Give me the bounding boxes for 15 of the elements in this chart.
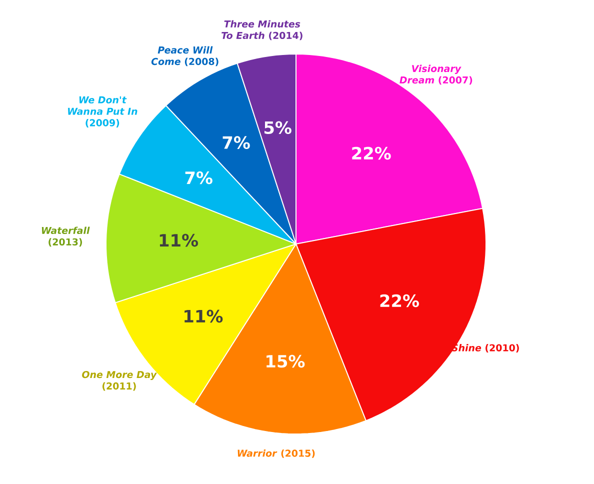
slice-label: Waterfall (2013) [42, 226, 90, 247]
data-label: 15% [266, 354, 305, 368]
data-label: 11% [184, 310, 223, 323]
data-label: 7% [185, 171, 212, 184]
slice-label: Warrior (2015) [238, 449, 315, 458]
slice-label: We Don't Wanna Put In (2009) [68, 96, 138, 128]
slice-label: Three Minutes To Earth (2014) [222, 20, 302, 40]
data-label: 5% [264, 121, 292, 134]
data-label: 22% [380, 294, 419, 308]
data-label: 11% [160, 234, 198, 247]
data-label: 7% [222, 136, 250, 149]
data-label: 22% [352, 146, 391, 160]
slice-label: One More Day (2011) [82, 370, 157, 391]
slice-label: Visionary Dream (2007) [400, 64, 472, 85]
slice-label: Peace Will Come (2008) [151, 46, 218, 66]
